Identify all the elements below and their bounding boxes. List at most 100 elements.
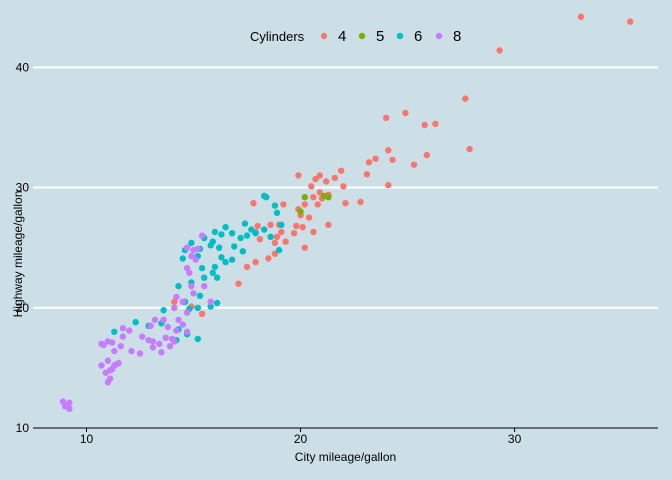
point-cyl-6 — [216, 244, 223, 251]
point-cyl-4 — [265, 255, 272, 262]
point-cyl-6 — [237, 234, 244, 242]
point-cyl-4 — [323, 178, 330, 185]
point-cyl-8 — [183, 264, 191, 272]
point-cyl-8 — [166, 343, 174, 350]
point-cyl-4 — [338, 167, 345, 174]
point-cyl-8 — [126, 327, 133, 334]
point-cyl-8 — [164, 323, 171, 331]
legend-label-6: 6 — [414, 28, 422, 45]
point-cyl-4 — [271, 239, 279, 247]
point-cyl-6 — [207, 242, 214, 249]
point-cyl-8 — [188, 282, 195, 290]
point-cyl-4 — [310, 194, 317, 201]
point-cyl-8 — [104, 357, 112, 364]
point-cyl-6 — [132, 319, 139, 326]
point-cyl-6 — [218, 231, 225, 238]
point-cyl-6 — [263, 194, 270, 201]
point-cyl-8 — [98, 362, 105, 369]
point-cyl-4 — [383, 114, 390, 122]
point-cyl-4 — [299, 224, 306, 231]
point-cyl-4 — [432, 120, 439, 128]
point-cyl-6 — [211, 263, 219, 271]
point-cyl-8 — [183, 328, 191, 335]
y-axis-title: Highway mileage/gallon — [11, 191, 25, 318]
point-cyl-8 — [136, 350, 144, 357]
point-cyl-6 — [241, 220, 249, 227]
y-tick-label: 10 — [16, 421, 30, 435]
y-tick-label: 40 — [16, 60, 30, 74]
point-cyl-4 — [293, 222, 300, 230]
point-cyl-6 — [111, 328, 118, 335]
point-cyl-8 — [66, 405, 73, 412]
point-cyl-6 — [201, 274, 208, 281]
point-cyl-4 — [340, 183, 347, 190]
axes: 10 20 30 10 20 30 40 — [16, 60, 658, 446]
point-cyl-8 — [149, 344, 157, 351]
point-cyl-4 — [290, 230, 298, 237]
point-cyl-4 — [363, 171, 371, 178]
point-cyl-6 — [252, 230, 259, 237]
point-cyl-6 — [239, 248, 246, 255]
point-cyl-6 — [248, 226, 255, 233]
point-cyl-4 — [278, 228, 285, 236]
point-cyl-4 — [325, 221, 332, 228]
point-cyl-8 — [194, 245, 201, 253]
point-cyl-5 — [301, 194, 308, 201]
point-cyl-8 — [156, 340, 163, 347]
legend-key-5 — [358, 32, 366, 40]
point-cyl-8 — [175, 316, 182, 323]
point-cyl-6 — [218, 254, 225, 261]
point-cyl-4 — [256, 236, 264, 243]
point-cyl-4 — [250, 200, 257, 207]
point-cyl-8 — [171, 304, 178, 311]
point-cyl-6 — [267, 233, 274, 240]
legend-label-8: 8 — [453, 28, 461, 45]
point-cyl-8 — [104, 379, 112, 386]
point-cyl-6 — [271, 202, 279, 209]
point-cyl-8 — [207, 298, 214, 305]
point-cyl-6 — [213, 299, 221, 307]
point-cyl-4 — [410, 161, 418, 168]
point-cyl-4 — [316, 172, 323, 179]
x-axis-title: City mileage/gallon — [295, 450, 396, 464]
point-cyl-6 — [194, 335, 201, 343]
point-cyl-8 — [186, 269, 193, 277]
point-cyl-8 — [119, 325, 127, 332]
point-cyl-4 — [421, 121, 428, 129]
point-cyl-6 — [179, 255, 186, 262]
point-cyl-6 — [273, 209, 281, 216]
point-cyl-6 — [222, 258, 229, 266]
point-cyl-4 — [243, 263, 251, 271]
legend-title: Cylinders — [250, 29, 305, 44]
point-cyl-4 — [316, 189, 323, 196]
point-cyl-6 — [211, 228, 219, 236]
point-cyl-4 — [301, 244, 308, 251]
point-cyl-4 — [314, 201, 321, 208]
point-cyl-8 — [162, 334, 169, 341]
point-cyl-8 — [147, 322, 154, 329]
point-cyl-8 — [183, 244, 191, 251]
data-points — [59, 13, 634, 412]
point-cyl-6 — [160, 307, 167, 314]
point-cyl-4 — [235, 280, 242, 287]
point-cyl-8 — [173, 327, 180, 334]
point-cyl-8 — [66, 399, 73, 406]
point-cyl-8 — [160, 316, 167, 323]
point-cyl-4 — [496, 47, 503, 54]
point-cyl-6 — [261, 226, 268, 233]
point-cyl-8 — [145, 337, 152, 344]
point-cyl-8 — [198, 232, 206, 239]
point-cyl-4 — [280, 201, 287, 208]
point-cyl-4 — [342, 200, 349, 207]
point-cyl-8 — [113, 361, 120, 368]
point-cyl-4 — [389, 156, 396, 164]
point-cyl-4 — [365, 159, 373, 166]
point-cyl-4 — [385, 181, 392, 189]
legend-label-5: 5 — [376, 28, 384, 45]
point-cyl-4 — [254, 222, 261, 230]
x-tick-label: 20 — [294, 432, 308, 446]
point-cyl-4 — [252, 258, 259, 266]
point-cyl-4 — [308, 183, 315, 190]
point-cyl-4 — [402, 109, 409, 117]
